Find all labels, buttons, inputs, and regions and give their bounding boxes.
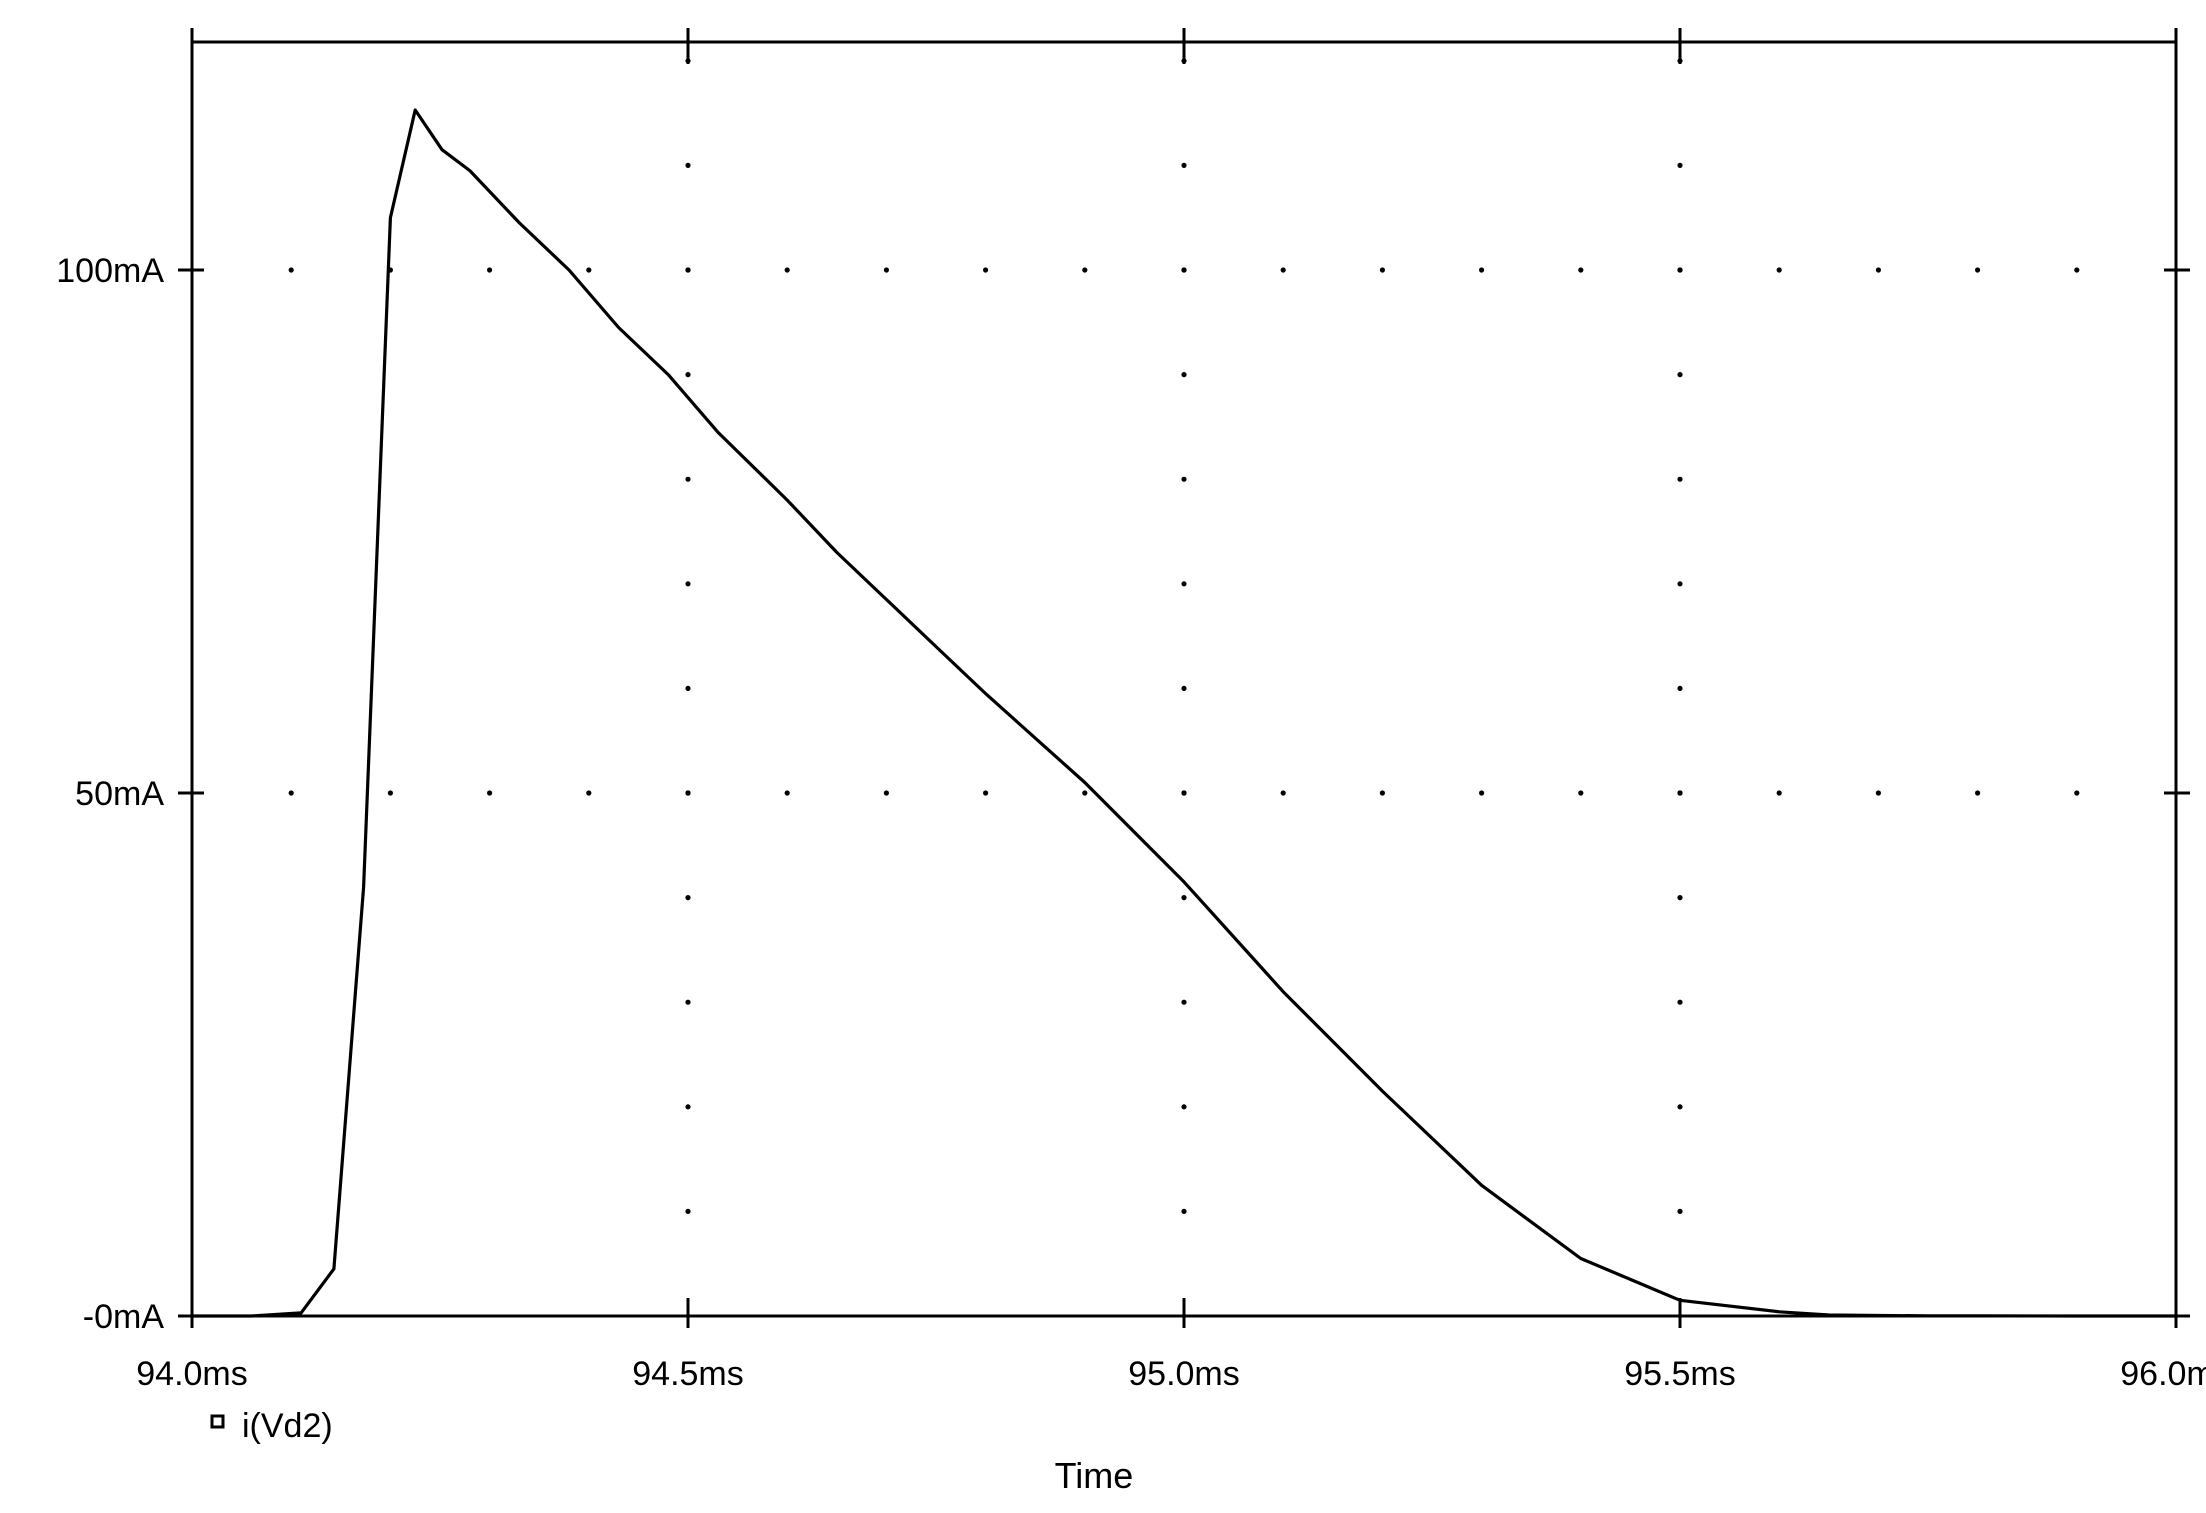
grid-dot — [1677, 895, 1683, 901]
grid-dot — [1181, 372, 1187, 378]
grid-dot — [1181, 1104, 1187, 1110]
grid-dot — [1181, 895, 1187, 901]
grid-dot — [1677, 267, 1683, 273]
grid-dot — [685, 1208, 691, 1214]
grid-dot — [1479, 790, 1485, 796]
grid-dot — [685, 476, 691, 482]
x-tick-label: 94.5ms — [632, 1355, 744, 1393]
grid-dot — [983, 267, 989, 273]
grid-dot — [1776, 267, 1782, 273]
grid-dot — [1677, 999, 1683, 1005]
grid-dot — [1181, 790, 1187, 796]
grid-dot — [685, 999, 691, 1005]
grid-dot — [685, 790, 691, 796]
grid-dot — [685, 372, 691, 378]
grid-dot — [1280, 790, 1286, 796]
grid-dot — [1677, 1208, 1683, 1214]
grid-dot — [1181, 581, 1187, 587]
grid-dot — [586, 267, 592, 273]
grid-dot — [1875, 267, 1881, 273]
grid-dot — [1677, 790, 1683, 796]
grid-dot — [487, 790, 493, 796]
grid-dot — [1776, 790, 1782, 796]
x-tick-label: 95.0ms — [1128, 1355, 1240, 1393]
x-tick-label: 96.0ms — [2120, 1355, 2206, 1393]
grid-dot — [2074, 790, 2080, 796]
x-tick-label: 95.5ms — [1624, 1355, 1736, 1393]
grid-dot — [883, 790, 890, 796]
grid-dot — [1181, 999, 1187, 1005]
grid-dot — [685, 685, 691, 692]
legend-label: i(Vd2) — [242, 1407, 333, 1445]
grid-dot — [1181, 685, 1187, 692]
grid-dot — [1975, 267, 1981, 273]
y-tick-label: 50mA — [75, 775, 164, 813]
y-tick-label: 100mA — [56, 252, 164, 290]
grid-dot — [1181, 162, 1187, 168]
grid-dot — [1677, 372, 1683, 378]
grid-dot — [1677, 476, 1683, 482]
x-tick-label: 94.0ms — [136, 1355, 248, 1393]
grid-dot — [983, 790, 989, 796]
grid-dot — [1479, 267, 1485, 273]
grid-dot — [1677, 1104, 1683, 1110]
grid-dot — [1181, 1208, 1187, 1214]
plot-frame — [190, 40, 2178, 1318]
grid-dot — [685, 162, 691, 168]
y-tick-label: -0mA — [83, 1298, 165, 1336]
grid-dot — [685, 1104, 691, 1110]
legend-marker-icon — [210, 1414, 225, 1429]
grid-dot — [288, 267, 294, 273]
axis-ticks — [178, 28, 2190, 1328]
grid-dot — [1578, 267, 1584, 273]
series-layer — [192, 108, 2176, 1318]
grid-dot — [1677, 685, 1683, 692]
grid-dot — [1280, 267, 1286, 273]
legend: i(Vd2) — [210, 1407, 333, 1445]
grid-dot — [1181, 267, 1187, 273]
grid-dot — [586, 790, 592, 796]
grid-dot — [487, 267, 493, 273]
grid-dot — [387, 790, 393, 796]
grid-dot — [685, 267, 691, 273]
grid-dot — [2074, 267, 2080, 273]
grid-dot — [1181, 476, 1187, 482]
grid-dot — [1082, 790, 1088, 796]
grid-dot — [1578, 790, 1584, 796]
grid-dot — [784, 790, 790, 796]
grid-dot — [288, 790, 294, 796]
grid-dot — [1379, 790, 1385, 796]
grid-dot — [1975, 790, 1981, 796]
grid-dot — [1677, 162, 1683, 168]
grid-dot — [883, 267, 890, 273]
grid-dot — [1082, 267, 1088, 273]
grid-dot — [1379, 267, 1385, 273]
series-line-i(Vd2) — [192, 108, 2176, 1318]
grid-dot — [784, 267, 790, 273]
grid-dot — [685, 581, 691, 587]
x-axis-label: Time — [1055, 1455, 1134, 1496]
grid-dot — [1875, 790, 1881, 796]
tick-labels: 94.0ms 94.5ms 95.0ms 95.5ms 96.0ms -0mA 50mA 10… — [56, 252, 2206, 1393]
grid-dots — [288, 58, 2080, 1214]
grid-dot — [1677, 581, 1683, 587]
grid-dot — [685, 895, 691, 901]
